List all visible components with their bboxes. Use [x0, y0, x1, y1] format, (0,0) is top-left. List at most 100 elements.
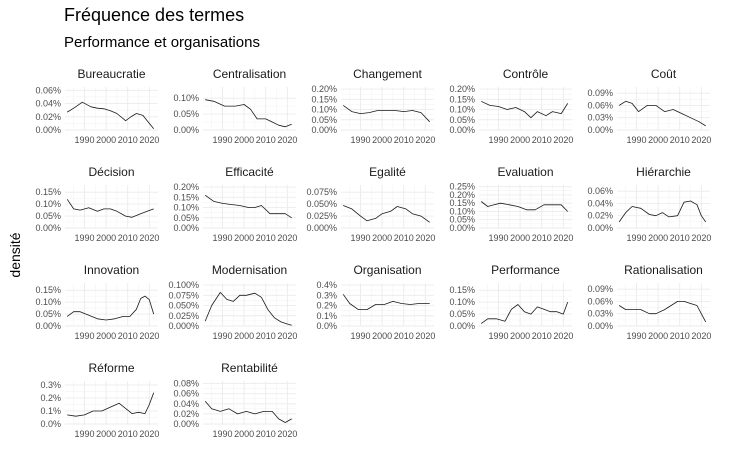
panel-title: Changement — [353, 67, 422, 81]
chart-title: Fréquence des termes — [64, 5, 245, 25]
panel-reforme: Réforme 1990 2000 2010 2020 0.0% 0.1% 0.2% 0.3% — [40, 361, 159, 439]
panel-title: Performance — [491, 263, 560, 277]
y-tick-label: 0.03% — [587, 309, 613, 319]
y-tick-label: 0.15% — [449, 94, 475, 104]
x-tick-label: 2020 — [277, 135, 297, 145]
y-tick-label: 0.10% — [449, 206, 475, 216]
panel-performance: Performance 1990 2000 2010 2020 0.00% 0.05% 0.1… — [449, 263, 573, 341]
panel-innovation: Innovation 1990 2000 2010 2020 0.00% 0.05% 0.10… — [35, 263, 159, 341]
panel-title: Rentabilité — [221, 361, 278, 375]
panel-title: Décision — [88, 165, 134, 179]
panel-cout: Coût 1990 2000 2010 2020 0.00% 0.03% 0.06% 0.09% — [587, 67, 711, 145]
y-tick-label: 0.00% — [35, 223, 61, 233]
panel-rationalisation: Rationalisation 1990 2000 2010 2020 0.00% 0.03… — [587, 263, 711, 341]
y-tick-label: 0.10% — [449, 105, 475, 115]
y-tick-label: 0.00% — [587, 321, 613, 331]
y-tick-label: 0.02% — [173, 409, 199, 419]
panel-title: Rationalisation — [624, 263, 703, 277]
series-line — [618, 100, 706, 127]
x-tick-label: 2010 — [532, 233, 552, 243]
x-tick-label: 2010 — [670, 331, 690, 341]
panel-evaluation: Evaluation 1990 2000 2010 2020 0.00%0.05%0.10… — [449, 165, 573, 243]
x-tick-label: 2000 — [648, 233, 668, 243]
panel-modernisation: Modernisation 1990 2000 2010 2020 0.000%0.025… — [168, 263, 297, 341]
x-tick-label: 2000 — [234, 331, 254, 341]
panel-title: Modernisation — [212, 263, 287, 277]
x-tick-label: 1990 — [212, 135, 232, 145]
y-tick-label: 0.4% — [316, 280, 337, 290]
x-tick-label: 2000 — [96, 233, 116, 243]
x-tick-label: 2000 — [648, 331, 668, 341]
panel-title: Hiérarchie — [636, 165, 691, 179]
x-tick-label: 2010 — [394, 331, 414, 341]
y-tick-label: 0.050% — [306, 199, 337, 209]
x-tick-label: 2010 — [394, 135, 414, 145]
y-tick-label: 0.000% — [306, 223, 337, 233]
y-tick-label: 0.04% — [35, 99, 61, 109]
x-tick-label: 2000 — [372, 233, 392, 243]
series-line — [66, 101, 155, 129]
x-tick-label: 2010 — [256, 429, 276, 439]
y-tick-label: 0.100% — [168, 280, 199, 290]
series-line — [480, 201, 568, 212]
y-tick-label: 0.20% — [173, 182, 199, 192]
x-tick-label: 2020 — [277, 429, 297, 439]
x-tick-label: 2000 — [96, 135, 116, 145]
x-tick-label: 2010 — [670, 233, 690, 243]
y-tick-label: 0.0% — [40, 419, 61, 429]
panel-organisation: Organisation 1990 2000 2010 2020 0.0%0.1%0.2%… — [316, 263, 435, 341]
x-tick-label: 2020 — [139, 331, 159, 341]
x-tick-label: 2020 — [277, 331, 297, 341]
y-tick-label: 0.05% — [173, 109, 199, 119]
y-tick-label: 0.00% — [449, 223, 475, 233]
series-line — [204, 400, 292, 423]
x-tick-label: 2020 — [139, 429, 159, 439]
y-tick-label: 0.15% — [173, 192, 199, 202]
series-line — [205, 99, 292, 128]
panel-efficacite: Efficacité 1990 2000 2010 2020 0.00%0.05%0.10… — [173, 165, 297, 243]
panel-title: Egalité — [369, 165, 406, 179]
series-line — [343, 205, 430, 223]
y-tick-label: 0.02% — [35, 112, 61, 122]
series-line — [480, 301, 569, 324]
x-tick-label: 1990 — [488, 331, 508, 341]
x-tick-label: 2020 — [553, 331, 573, 341]
x-tick-label: 2000 — [234, 429, 254, 439]
y-tick-label: 0.00% — [35, 125, 61, 135]
panel-title: Bureaucratie — [77, 67, 145, 81]
y-tick-label: 0.02% — [587, 211, 613, 221]
x-tick-label: 2010 — [256, 135, 276, 145]
y-tick-label: 0.025% — [306, 211, 337, 221]
y-tick-label: 0.2% — [316, 301, 337, 311]
y-tick-label: 0.15% — [449, 198, 475, 208]
x-tick-label: 2010 — [118, 135, 138, 145]
y-tick-label: 0.08% — [173, 379, 199, 389]
y-tick-label: 0.05% — [449, 309, 475, 319]
y-tick-label: 0.10% — [311, 105, 337, 115]
x-tick-label: 2020 — [553, 135, 573, 145]
y-tick-label: 0.00% — [35, 321, 61, 331]
series-line — [66, 199, 154, 218]
y-tick-label: 0.1% — [40, 406, 61, 416]
panel-centralisation: Centralisation 1990 2000 2010 2020 0.00% 0.05%… — [173, 67, 297, 145]
x-tick-label: 2020 — [415, 331, 435, 341]
x-tick-label: 2010 — [532, 135, 552, 145]
x-tick-label: 2010 — [118, 233, 138, 243]
y-tick-label: 0.025% — [168, 311, 199, 321]
chart-subtitle: Performance et organisations — [64, 34, 260, 51]
series-line — [204, 292, 292, 326]
y-tick-label: 0.06% — [587, 186, 613, 196]
x-tick-label: 2020 — [553, 233, 573, 243]
x-tick-label: 1990 — [626, 331, 646, 341]
panel-title: Coût — [651, 67, 677, 81]
y-tick-label: 0.06% — [587, 296, 613, 306]
x-tick-label: 2000 — [96, 331, 116, 341]
y-tick-label: 0.04% — [173, 399, 199, 409]
x-tick-label: 2020 — [415, 233, 435, 243]
x-tick-label: 2010 — [532, 331, 552, 341]
y-tick-label: 0.15% — [35, 285, 61, 295]
x-tick-label: 2000 — [372, 331, 392, 341]
y-tick-label: 0.00% — [173, 223, 199, 233]
